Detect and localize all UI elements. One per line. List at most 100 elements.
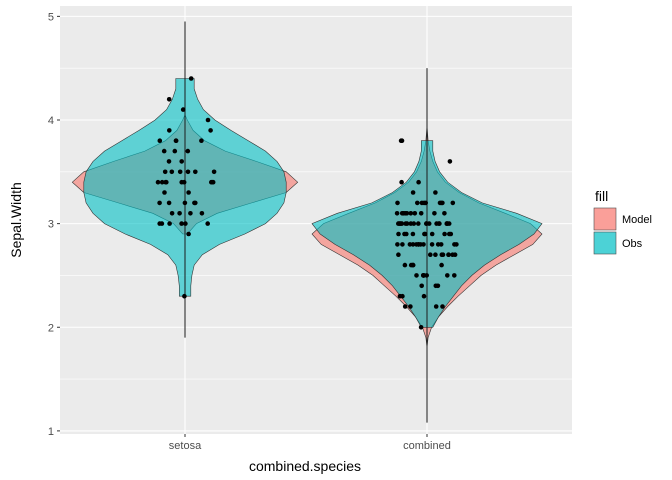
data-point xyxy=(429,231,435,237)
data-point xyxy=(414,273,419,278)
data-point xyxy=(177,169,183,175)
data-point xyxy=(395,200,400,206)
data-point xyxy=(179,179,184,185)
data-point xyxy=(421,273,426,278)
data-point xyxy=(415,200,420,206)
data-point xyxy=(157,221,162,226)
data-point xyxy=(396,252,401,257)
data-point xyxy=(166,200,172,206)
data-point xyxy=(438,242,444,247)
legend-title: fill xyxy=(595,188,608,204)
x-tick-label: combined xyxy=(403,440,451,452)
data-point xyxy=(169,169,175,175)
data-point xyxy=(421,293,427,299)
data-point xyxy=(439,262,444,268)
data-point xyxy=(186,231,191,237)
data-point xyxy=(180,107,186,112)
data-point xyxy=(454,242,459,247)
data-point xyxy=(402,304,408,309)
data-point xyxy=(398,221,404,226)
data-point xyxy=(205,117,211,123)
data-point xyxy=(410,190,416,195)
legend-key-model xyxy=(593,207,617,231)
data-point xyxy=(418,211,424,216)
data-point xyxy=(402,262,408,268)
data-point xyxy=(183,221,188,226)
data-point xyxy=(442,231,447,237)
data-point xyxy=(155,179,161,185)
data-point xyxy=(416,179,421,185)
data-point xyxy=(437,200,443,206)
data-point xyxy=(205,221,210,226)
data-point xyxy=(159,179,165,185)
legend-label-model: Model xyxy=(622,214,652,226)
data-point xyxy=(199,211,205,216)
y-tick-label: 3 xyxy=(48,219,54,231)
data-point xyxy=(439,252,445,257)
data-point xyxy=(161,148,167,154)
data-point xyxy=(166,97,172,102)
data-point xyxy=(408,211,414,216)
data-point xyxy=(167,221,172,226)
data-point xyxy=(179,221,184,226)
data-point xyxy=(410,242,416,247)
data-point xyxy=(424,221,429,226)
data-point xyxy=(448,231,454,237)
data-point xyxy=(433,252,438,257)
data-point xyxy=(433,283,439,289)
data-point xyxy=(440,304,445,309)
data-point xyxy=(177,211,182,216)
data-point xyxy=(404,211,410,216)
axis-layer: 1 2 3 4 5 setosa combined xyxy=(48,11,451,452)
data-point xyxy=(157,138,163,143)
data-point xyxy=(433,304,439,309)
data-point xyxy=(173,138,179,143)
data-point xyxy=(408,304,413,309)
data-point xyxy=(185,169,191,175)
data-point xyxy=(199,138,204,143)
data-point xyxy=(412,211,418,216)
data-point xyxy=(167,128,172,133)
data-point xyxy=(208,128,213,133)
data-point xyxy=(188,76,194,81)
data-point xyxy=(416,221,421,226)
data-point xyxy=(400,242,405,247)
y-tick-label: 4 xyxy=(48,115,54,127)
data-point xyxy=(452,273,457,278)
data-point xyxy=(185,148,191,154)
data-point xyxy=(404,231,409,237)
data-point xyxy=(410,231,416,237)
data-point xyxy=(169,211,175,216)
data-point xyxy=(419,283,425,289)
data-point xyxy=(193,169,198,175)
whisker-layer xyxy=(184,21,428,423)
data-point xyxy=(186,190,191,195)
y-tick-label: 1 xyxy=(48,426,54,438)
data-point xyxy=(188,211,193,216)
data-point xyxy=(401,211,406,216)
data-point xyxy=(421,200,427,206)
data-point xyxy=(433,190,438,195)
data-point xyxy=(182,200,188,206)
data-point xyxy=(416,242,421,247)
data-point xyxy=(211,169,217,175)
data-point xyxy=(398,138,404,143)
data-point xyxy=(394,211,400,216)
data-point xyxy=(166,159,172,164)
y-tick-label: 2 xyxy=(48,322,54,334)
y-axis-title: Sepal.Width xyxy=(8,182,24,257)
data-point xyxy=(421,242,426,247)
data-point xyxy=(162,169,168,175)
data-point xyxy=(162,190,167,195)
x-tick-label: setosa xyxy=(169,440,202,452)
legend-label-obs: Obs xyxy=(622,238,643,250)
data-point xyxy=(445,221,450,226)
data-point xyxy=(432,211,437,216)
data-point xyxy=(411,221,417,226)
data-point xyxy=(172,148,178,154)
data-point xyxy=(403,221,409,226)
data-point xyxy=(442,211,447,216)
data-point xyxy=(193,200,198,206)
point-layer xyxy=(155,76,459,330)
